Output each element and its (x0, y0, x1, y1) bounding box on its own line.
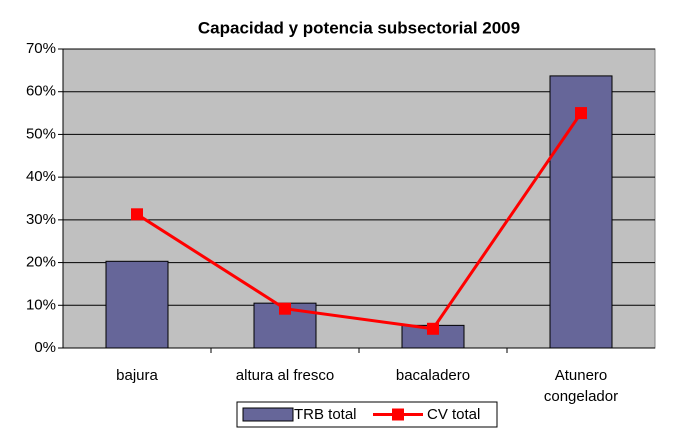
x-tick-label: altura al fresco (235, 367, 335, 384)
bar (105, 260, 169, 349)
chart-title: Capacidad y potencia subsectorial 2009 (198, 18, 520, 37)
x-tick-label: bajura (116, 367, 158, 384)
line (136, 112, 583, 331)
marker (427, 322, 439, 335)
marker (279, 302, 291, 315)
y-tick-label: 60% (26, 83, 56, 100)
y-tick-label: 40% (26, 168, 56, 185)
legend-label: CV total (427, 406, 480, 423)
x-tick-label: bacaladero (395, 367, 471, 384)
x-tick-label: Atunero congelador (543, 367, 619, 405)
y-tick-label: 0% (34, 339, 56, 356)
y-tick-label: 70% (26, 40, 56, 57)
marker (575, 107, 587, 120)
y-tick-label: 10% (26, 296, 56, 313)
y-tick-label: 50% (26, 125, 56, 142)
legend-swatch (242, 407, 294, 422)
legend-marker (392, 408, 404, 421)
bar (549, 75, 613, 349)
y-tick-label: 30% (26, 211, 56, 228)
legend-label: TRB total (294, 406, 357, 423)
y-tick-label: 20% (26, 254, 56, 271)
marker (131, 208, 143, 221)
